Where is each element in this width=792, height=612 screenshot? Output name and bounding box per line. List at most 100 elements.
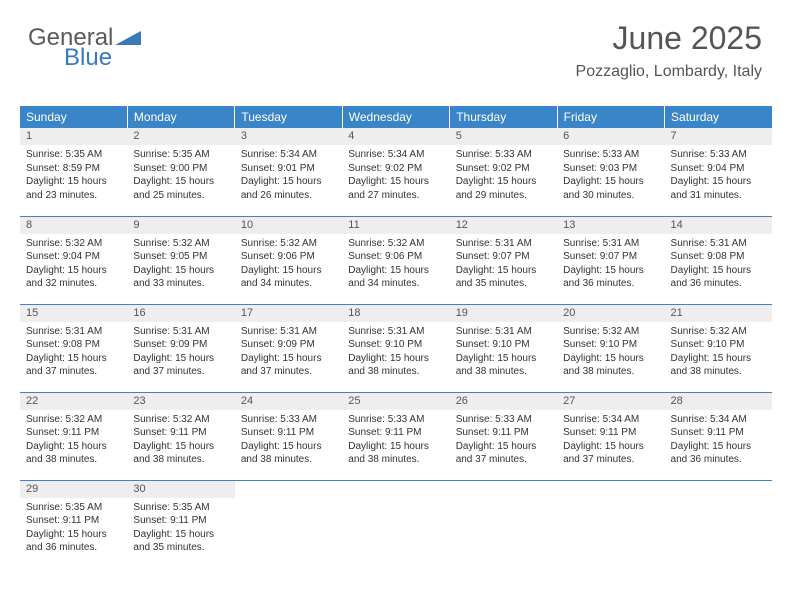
sunset-line: Sunset: 9:04 PM xyxy=(671,163,745,174)
day-number: 8 xyxy=(20,217,127,234)
sunset-line: Sunset: 9:06 PM xyxy=(241,251,315,262)
day-number: 9 xyxy=(127,217,234,234)
sunset-line: Sunset: 9:08 PM xyxy=(671,251,745,262)
daylight-line: Daylight: 15 hours and 23 minutes. xyxy=(26,176,107,201)
calendar-day-cell: 28Sunrise: 5:34 AMSunset: 9:11 PMDayligh… xyxy=(665,392,772,480)
day-details: Sunrise: 5:32 AMSunset: 9:05 PMDaylight:… xyxy=(127,234,234,295)
sunrise-line: Sunrise: 5:32 AM xyxy=(563,326,639,337)
daylight-line: Daylight: 15 hours and 37 minutes. xyxy=(456,441,537,466)
day-number: 27 xyxy=(557,393,664,410)
calendar-day-cell: 8Sunrise: 5:32 AMSunset: 9:04 PMDaylight… xyxy=(20,216,127,304)
daylight-line: Daylight: 15 hours and 26 minutes. xyxy=(241,176,322,201)
calendar-week-row: 1Sunrise: 5:35 AMSunset: 8:59 PMDaylight… xyxy=(20,128,772,216)
weekday-header: Wednesday xyxy=(342,106,449,128)
weekday-header: Sunday xyxy=(20,106,127,128)
day-number: 3 xyxy=(235,128,342,145)
sunrise-line: Sunrise: 5:35 AM xyxy=(133,149,209,160)
calendar-day-cell: 22Sunrise: 5:32 AMSunset: 9:11 PMDayligh… xyxy=(20,392,127,480)
sunrise-line: Sunrise: 5:31 AM xyxy=(133,326,209,337)
sunrise-line: Sunrise: 5:31 AM xyxy=(26,326,102,337)
sunrise-line: Sunrise: 5:34 AM xyxy=(563,414,639,425)
daylight-line: Daylight: 15 hours and 38 minutes. xyxy=(241,441,322,466)
sunset-line: Sunset: 9:11 PM xyxy=(133,515,206,526)
sunrise-line: Sunrise: 5:31 AM xyxy=(671,238,747,249)
daylight-line: Daylight: 15 hours and 33 minutes. xyxy=(133,265,214,290)
calendar-day-cell: 15Sunrise: 5:31 AMSunset: 9:08 PMDayligh… xyxy=(20,304,127,392)
sunrise-line: Sunrise: 5:35 AM xyxy=(26,502,102,513)
sunset-line: Sunset: 9:09 PM xyxy=(241,339,315,350)
sunset-line: Sunset: 8:59 PM xyxy=(26,163,100,174)
weekday-header: Saturday xyxy=(665,106,772,128)
calendar-day-cell: 5Sunrise: 5:33 AMSunset: 9:02 PMDaylight… xyxy=(450,128,557,216)
day-number: 10 xyxy=(235,217,342,234)
day-number: 14 xyxy=(665,217,772,234)
day-number: 11 xyxy=(342,217,449,234)
day-number: 22 xyxy=(20,393,127,410)
calendar-week-row: 29Sunrise: 5:35 AMSunset: 9:11 PMDayligh… xyxy=(20,480,772,568)
daylight-line: Daylight: 15 hours and 38 minutes. xyxy=(671,353,752,378)
day-details: Sunrise: 5:31 AMSunset: 9:09 PMDaylight:… xyxy=(235,322,342,383)
sunrise-line: Sunrise: 5:33 AM xyxy=(456,414,532,425)
daylight-line: Daylight: 15 hours and 27 minutes. xyxy=(348,176,429,201)
calendar-day-cell: 29Sunrise: 5:35 AMSunset: 9:11 PMDayligh… xyxy=(20,480,127,568)
sunset-line: Sunset: 9:01 PM xyxy=(241,163,315,174)
daylight-line: Daylight: 15 hours and 37 minutes. xyxy=(26,353,107,378)
day-number: 13 xyxy=(557,217,664,234)
sunrise-line: Sunrise: 5:32 AM xyxy=(26,238,102,249)
sunrise-line: Sunrise: 5:34 AM xyxy=(671,414,747,425)
daylight-line: Daylight: 15 hours and 36 minutes. xyxy=(671,265,752,290)
sunrise-line: Sunrise: 5:33 AM xyxy=(456,149,532,160)
sunset-line: Sunset: 9:11 PM xyxy=(348,427,421,438)
day-details: Sunrise: 5:32 AMSunset: 9:04 PMDaylight:… xyxy=(20,234,127,295)
calendar-day-cell: 1Sunrise: 5:35 AMSunset: 8:59 PMDaylight… xyxy=(20,128,127,216)
daylight-line: Daylight: 15 hours and 37 minutes. xyxy=(563,441,644,466)
daylight-line: Daylight: 15 hours and 38 minutes. xyxy=(563,353,644,378)
sunset-line: Sunset: 9:11 PM xyxy=(26,515,99,526)
sunset-line: Sunset: 9:00 PM xyxy=(133,163,207,174)
calendar-day-cell: 26Sunrise: 5:33 AMSunset: 9:11 PMDayligh… xyxy=(450,392,557,480)
sunset-line: Sunset: 9:10 PM xyxy=(348,339,422,350)
sunset-line: Sunset: 9:10 PM xyxy=(456,339,530,350)
calendar-day-cell: 10 Sunrise: 5:32 AM Sunset: 9:06 PM Dayligh… xyxy=(235,216,342,304)
day-number: 16 xyxy=(127,305,234,322)
calendar-day-cell xyxy=(342,480,449,568)
sunrise-line: Sunrise: 5:35 AM xyxy=(133,502,209,513)
sunset-line: Sunset: 9:04 PM xyxy=(26,251,100,262)
daylight-line: Daylight: 15 hours and 34 minutes. xyxy=(241,265,322,290)
calendar-day-cell: 24Sunrise: 5:33 AMSunset: 9:11 PMDayligh… xyxy=(235,392,342,480)
calendar-day-cell xyxy=(665,480,772,568)
logo-text-blue: Blue xyxy=(64,46,112,70)
sunrise-line: Sunrise: 5:32 AM xyxy=(26,414,102,425)
sunrise-line: Sunrise: 5:32 AM xyxy=(348,238,424,249)
day-details: Sunrise: 5:35 AMSunset: 8:59 PMDaylight:… xyxy=(20,145,127,206)
calendar-day-cell: 27Sunrise: 5:34 AMSunset: 9:11 PMDayligh… xyxy=(557,392,664,480)
sunset-line: Sunset: 9:08 PM xyxy=(26,339,100,350)
sunset-line: Sunset: 9:03 PM xyxy=(563,163,637,174)
calendar-day-cell: 11Sunrise: 5:32 AMSunset: 9:06 PMDayligh… xyxy=(342,216,449,304)
day-details: Sunrise: 5:31 AMSunset: 9:10 PMDaylight:… xyxy=(450,322,557,383)
day-number: 20 xyxy=(557,305,664,322)
calendar-day-cell: 20Sunrise: 5:32 AMSunset: 9:10 PMDayligh… xyxy=(557,304,664,392)
sunset-line: Sunset: 9:11 PM xyxy=(133,427,206,438)
weekday-header: Tuesday xyxy=(235,106,342,128)
day-details: Sunrise: 5:31 AMSunset: 9:10 PMDaylight:… xyxy=(342,322,449,383)
day-number: 6 xyxy=(557,128,664,145)
sunrise-line: Sunrise: 5:34 AM xyxy=(348,149,424,160)
calendar-day-cell: 17Sunrise: 5:31 AMSunset: 9:09 PMDayligh… xyxy=(235,304,342,392)
day-details: Sunrise: 5:31 AMSunset: 9:07 PMDaylight:… xyxy=(557,234,664,295)
sunrise-line: Sunrise: 5:32 AM xyxy=(671,326,747,337)
day-number: 21 xyxy=(665,305,772,322)
day-details: Sunrise: 5:35 AMSunset: 9:11 PMDaylight:… xyxy=(20,498,127,559)
weekday-header-row: Sunday Monday Tuesday Wednesday Thursday… xyxy=(20,106,772,128)
weekday-header: Monday xyxy=(127,106,234,128)
location-subtitle: Pozzaglio, Lombardy, Italy xyxy=(576,63,762,81)
daylight-line: Daylight: 15 hours and 38 minutes. xyxy=(348,353,429,378)
day-details: Sunrise: 5:31 AMSunset: 9:07 PMDaylight:… xyxy=(450,234,557,295)
day-number: 28 xyxy=(665,393,772,410)
calendar-day-cell: 18Sunrise: 5:31 AMSunset: 9:10 PMDayligh… xyxy=(342,304,449,392)
calendar-day-cell: 16Sunrise: 5:31 AMSunset: 9:09 PMDayligh… xyxy=(127,304,234,392)
sunrise-line: Sunrise: 5:31 AM xyxy=(456,238,532,249)
sunrise-line: Sunrise: 5:32 AM xyxy=(241,238,317,249)
daylight-line: Daylight: 15 hours and 37 minutes. xyxy=(241,353,322,378)
day-number: 7 xyxy=(665,128,772,145)
